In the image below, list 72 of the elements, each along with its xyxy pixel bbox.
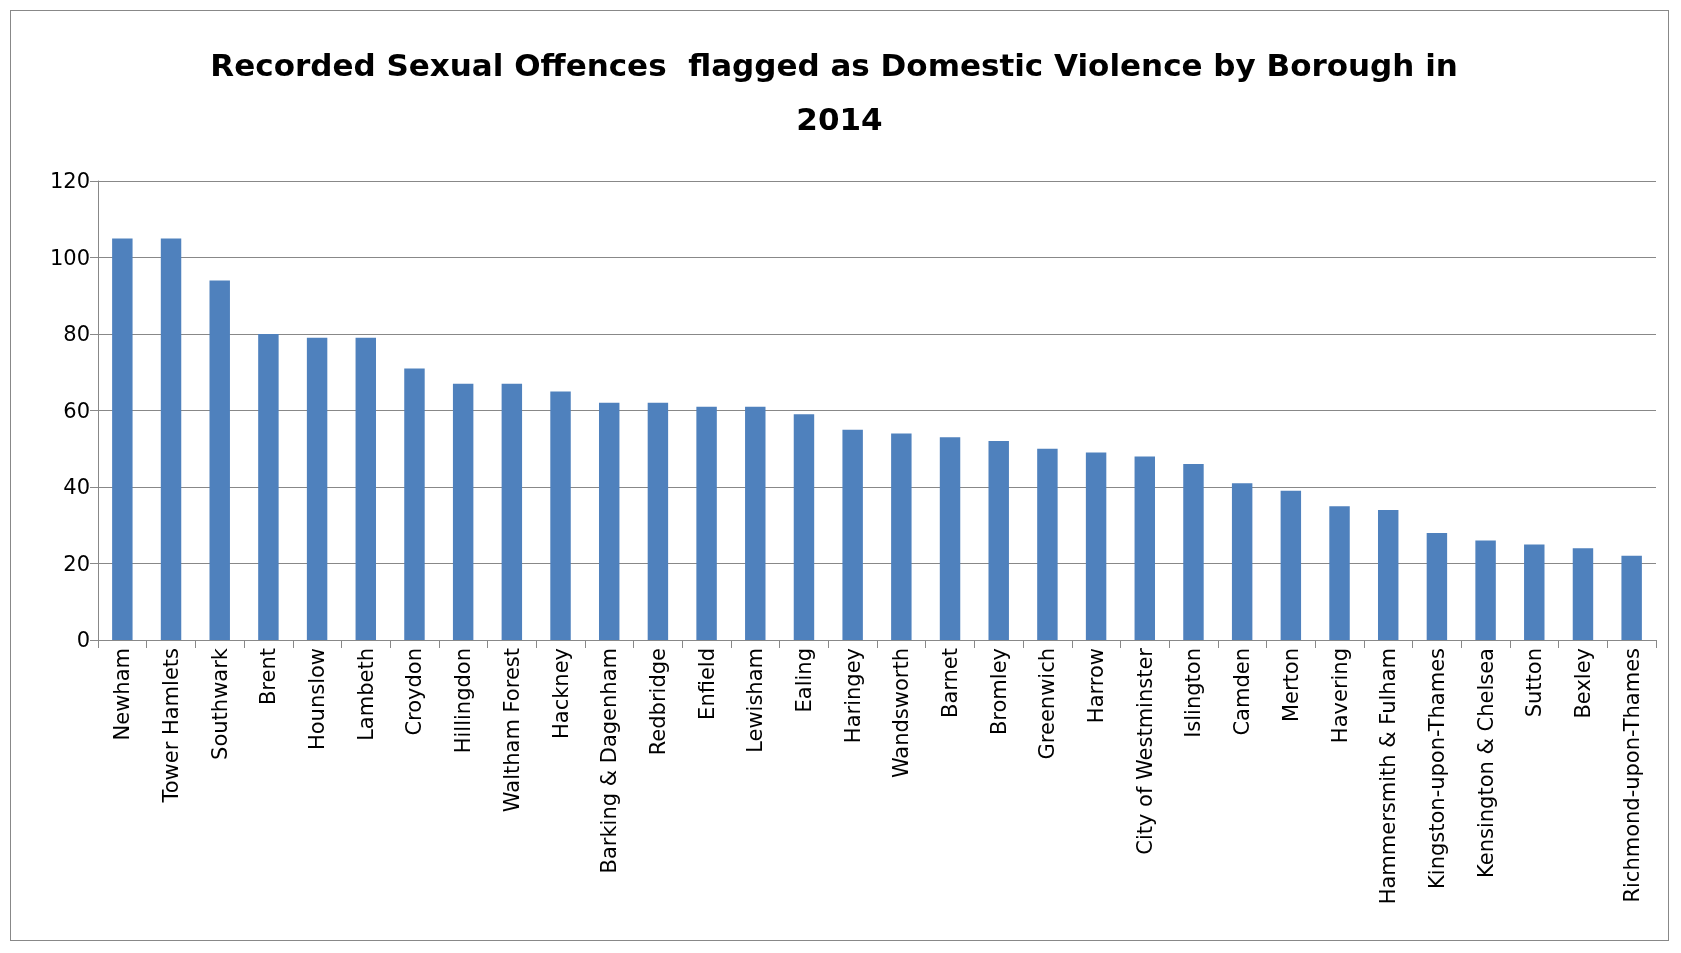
x-tick-label: Havering <box>1327 648 1352 744</box>
bar <box>1085 452 1107 640</box>
x-tick-label: Merton <box>1278 648 1303 723</box>
y-tick-label: 0 <box>76 628 90 652</box>
bar <box>1572 548 1594 640</box>
bar <box>258 334 279 640</box>
bar <box>1134 456 1156 640</box>
bar <box>404 368 425 640</box>
y-tick-label: 100 <box>49 245 90 270</box>
x-tick-label: Richmond-upon-Thames <box>1619 648 1644 903</box>
x-tick-label: Kensington & Chelsea <box>1473 648 1498 878</box>
bar <box>793 414 815 640</box>
bar <box>1426 532 1448 640</box>
x-tick-label: Hillingdon <box>451 648 476 754</box>
bar <box>696 406 717 640</box>
x-tick-label: Barnet <box>938 648 963 719</box>
x-tick-label: Islington <box>1181 648 1206 738</box>
x-tick-label: Kingston-upon-Thames <box>1424 648 1449 889</box>
bar <box>647 402 669 640</box>
bar <box>745 406 766 640</box>
x-tick-label: Waltham Forest <box>499 648 524 813</box>
y-tick-label: 60 <box>63 398 90 423</box>
y-tick-label: 40 <box>63 475 90 499</box>
bar <box>550 391 571 640</box>
x-tick-label: Hounslow <box>305 648 330 751</box>
bar <box>842 429 863 640</box>
y-tick-label: 120 <box>49 169 90 193</box>
bar <box>1037 448 1058 640</box>
bar <box>209 280 230 640</box>
bar <box>1475 540 1496 640</box>
bar <box>1280 490 1302 640</box>
bar <box>1524 544 1545 640</box>
x-tick-label: Southwark <box>207 647 232 760</box>
bar <box>160 238 182 640</box>
bar <box>988 441 1009 640</box>
x-tick-label: Haringey <box>840 648 865 744</box>
x-tick-label: Ealing <box>791 648 816 713</box>
bar <box>1231 483 1253 640</box>
bar <box>112 238 133 640</box>
x-tick-label: Harrow <box>1084 648 1109 724</box>
y-tick-label: 20 <box>63 551 90 576</box>
bar <box>1183 464 1204 640</box>
y-tick-label: 80 <box>63 322 90 346</box>
x-tick-label: Lambeth <box>353 648 378 741</box>
chart-title: Recorded Sexual Offences flagged as Domestic Violence by Borough in 2014 <box>210 47 1469 137</box>
x-tick-label: Brent <box>256 648 281 706</box>
x-tick-label: Newham <box>110 648 135 741</box>
bar <box>355 337 377 640</box>
bar <box>306 337 328 640</box>
x-tick-label: Tower Hamlets <box>159 648 184 804</box>
x-tick-label: Bexley <box>1570 648 1595 719</box>
x-tick-label: Lewisham <box>743 648 768 753</box>
x-tick-label: Greenwich <box>1035 648 1060 760</box>
bar <box>939 437 961 640</box>
x-tick-label: Camden <box>1230 648 1255 736</box>
x-tick-label: City of Westminster <box>1132 647 1157 855</box>
x-tick-label: Croydon <box>402 648 427 736</box>
x-tick-label: Redbridge <box>645 648 670 756</box>
bar <box>1329 506 1350 640</box>
x-tick-label: Enfield <box>694 648 719 720</box>
bar <box>1377 509 1399 640</box>
x-tick-label: Bromley <box>986 648 1011 736</box>
x-tick-label: Hackney <box>548 648 573 740</box>
bar <box>1621 555 1642 640</box>
x-tick-label: Wandsworth <box>889 648 914 779</box>
x-tick-label: Sutton <box>1522 648 1547 718</box>
x-tick-label: Hammersmith & Fulham <box>1376 648 1401 905</box>
bar <box>452 383 474 640</box>
bar <box>501 383 523 640</box>
bar <box>598 402 620 640</box>
bar <box>891 433 912 640</box>
x-tick-label: Barking & Dagenham <box>597 648 622 874</box>
